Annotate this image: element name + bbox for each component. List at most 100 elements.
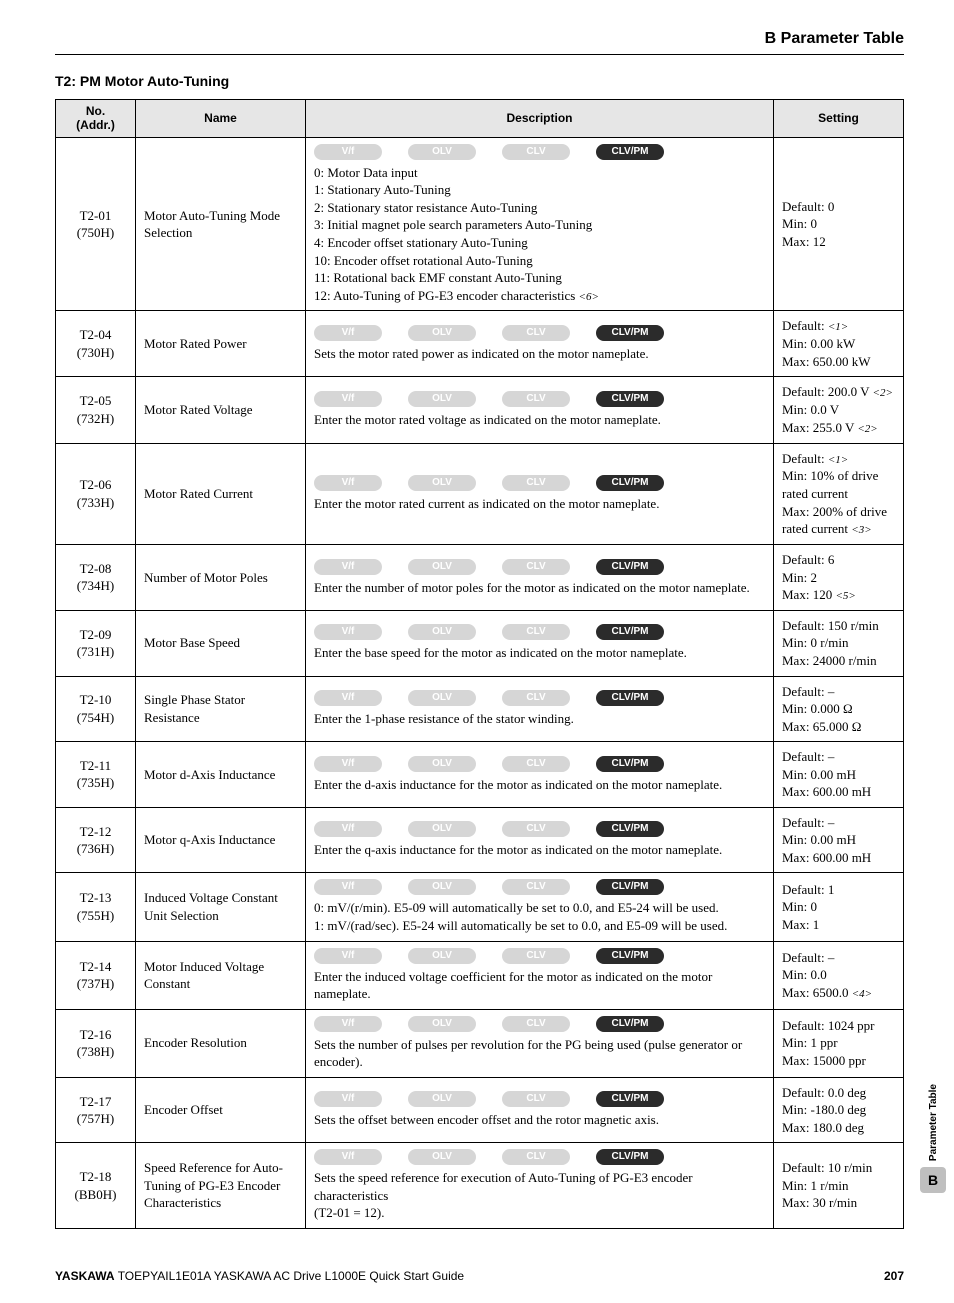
header-title: B Parameter Table (765, 30, 904, 47)
mode-pills: V/fOLVCLVCLV/PM (314, 756, 765, 772)
setting-line: Min: 10% of drive rated current (782, 467, 895, 502)
setting-line: Max: 600.00 mH (782, 849, 895, 867)
mode-pill: V/f (314, 879, 382, 895)
mode-pill: CLV (502, 1149, 570, 1165)
table-row: T2-13(755H)Induced Voltage Constant Unit… (56, 873, 904, 941)
cell-setting: Default: –Min: 0.00 mHMax: 600.00 mH (774, 807, 904, 873)
desc-line: 10: Encoder offset rotational Auto-Tunin… (314, 252, 765, 270)
cell-description: V/fOLVCLVCLV/PMEnter the q-axis inductan… (306, 807, 774, 873)
setting-line: Max: 650.00 kW (782, 353, 895, 371)
desc-line: 11: Rotational back EMF constant Auto-Tu… (314, 269, 765, 287)
cell-no: T2-14(737H) (56, 941, 136, 1009)
desc-line: 0: Motor Data input (314, 164, 765, 182)
cell-setting: Default: 1Min: 0Max: 1 (774, 873, 904, 941)
table-row: T2-01(750H)Motor Auto-Tuning Mode Select… (56, 137, 904, 311)
setting-line: Default: 1024 ppr (782, 1017, 895, 1035)
mode-pill: CLV/PM (596, 475, 664, 491)
parameter-table: No.(Addr.) Name Description Setting T2-0… (55, 99, 904, 1229)
setting-line: Min: 0.00 mH (782, 766, 895, 784)
cell-name: Motor Rated Current (136, 443, 306, 544)
cell-no: T2-16(738H) (56, 1009, 136, 1077)
cell-name: Number of Motor Poles (136, 544, 306, 610)
cell-name: Motor d-Axis Inductance (136, 742, 306, 808)
mode-pill: V/f (314, 1016, 382, 1032)
mode-pill: OLV (408, 559, 476, 575)
mode-pill: OLV (408, 144, 476, 160)
th-setting: Setting (774, 100, 904, 138)
mode-pill: OLV (408, 1016, 476, 1032)
cell-description: V/fOLVCLVCLV/PMEnter the number of motor… (306, 544, 774, 610)
desc-line: Sets the offset between encoder offset a… (314, 1111, 765, 1129)
mode-pill: CLV (502, 1016, 570, 1032)
cell-name: Motor q-Axis Inductance (136, 807, 306, 873)
cell-setting: Default: 150 r/minMin: 0 r/minMax: 24000… (774, 610, 904, 676)
cell-no: T2-13(755H) (56, 873, 136, 941)
cell-no: T2-01(750H) (56, 137, 136, 311)
desc-line: Enter the 1-phase resistance of the stat… (314, 710, 765, 728)
cell-name: Motor Base Speed (136, 610, 306, 676)
side-tab: Parameter Table B (920, 1084, 946, 1193)
cell-description: V/fOLVCLVCLV/PM0: mV/(r/min). E5-09 will… (306, 873, 774, 941)
cell-description: V/fOLVCLVCLV/PMSets the speed reference … (306, 1143, 774, 1229)
cell-name: Induced Voltage Constant Unit Selection (136, 873, 306, 941)
setting-line: Min: 0.0 V (782, 401, 895, 419)
mode-pills: V/fOLVCLVCLV/PM (314, 690, 765, 706)
cell-description: V/fOLVCLVCLV/PM0: Motor Data input1: Sta… (306, 137, 774, 311)
setting-line: Min: 0.0 (782, 966, 895, 984)
desc-line: 12: Auto-Tuning of PG-E3 encoder charact… (314, 287, 765, 305)
setting-line: Min: 0.00 kW (782, 335, 895, 353)
mode-pills: V/fOLVCLVCLV/PM (314, 144, 765, 160)
desc-line: Enter the d-axis inductance for the moto… (314, 776, 765, 794)
desc-line: Enter the base speed for the motor as in… (314, 644, 765, 662)
cell-description: V/fOLVCLVCLV/PMSets the motor rated powe… (306, 311, 774, 377)
mode-pills: V/fOLVCLVCLV/PM (314, 391, 765, 407)
mode-pill: CLV/PM (596, 690, 664, 706)
mode-pill: OLV (408, 948, 476, 964)
setting-line: Min: -180.0 deg (782, 1101, 895, 1119)
setting-line: Max: 255.0 V <2> (782, 419, 895, 437)
desc-line: 4: Encoder offset stationary Auto-Tuning (314, 234, 765, 252)
setting-line: Min: 1 ppr (782, 1034, 895, 1052)
mode-pill: OLV (408, 690, 476, 706)
mode-pills: V/fOLVCLVCLV/PM (314, 879, 765, 895)
mode-pill: V/f (314, 144, 382, 160)
mode-pill: OLV (408, 1149, 476, 1165)
mode-pill: CLV/PM (596, 1016, 664, 1032)
mode-pill: CLV (502, 948, 570, 964)
table-row: T2-17(757H)Encoder OffsetV/fOLVCLVCLV/PM… (56, 1077, 904, 1143)
cell-setting: Default: <1>Min: 10% of drive rated curr… (774, 443, 904, 544)
mode-pill: V/f (314, 1149, 382, 1165)
mode-pills: V/fOLVCLVCLV/PM (314, 624, 765, 640)
mode-pill: CLV (502, 624, 570, 640)
table-row: T2-05(732H)Motor Rated VoltageV/fOLVCLVC… (56, 377, 904, 443)
desc-line: Enter the induced voltage coefficient fo… (314, 968, 765, 1003)
mode-pill: V/f (314, 391, 382, 407)
cell-name: Encoder Offset (136, 1077, 306, 1143)
mode-pill: OLV (408, 475, 476, 491)
cell-setting: Default: 0.0 degMin: -180.0 degMax: 180.… (774, 1077, 904, 1143)
th-name: Name (136, 100, 306, 138)
mode-pill: V/f (314, 475, 382, 491)
mode-pill: OLV (408, 756, 476, 772)
cell-setting: Default: 1024 pprMin: 1 pprMax: 15000 pp… (774, 1009, 904, 1077)
mode-pill: OLV (408, 1091, 476, 1107)
mode-pills: V/fOLVCLVCLV/PM (314, 325, 765, 341)
cell-name: Motor Rated Voltage (136, 377, 306, 443)
section-title: T2: PM Motor Auto-Tuning (55, 73, 904, 89)
desc-line: 1: Stationary Auto-Tuning (314, 181, 765, 199)
footer-doc: TOEPYAIL1E01A YASKAWA AC Drive L1000E Qu… (115, 1269, 465, 1283)
setting-line: Min: 2 (782, 569, 895, 587)
table-row: T2-11(735H)Motor d-Axis InductanceV/fOLV… (56, 742, 904, 808)
mode-pill: V/f (314, 821, 382, 837)
mode-pills: V/fOLVCLVCLV/PM (314, 821, 765, 837)
mode-pill: CLV (502, 391, 570, 407)
setting-line: Max: 12 (782, 233, 895, 251)
cell-description: V/fOLVCLVCLV/PMEnter the induced voltage… (306, 941, 774, 1009)
setting-line: Max: 15000 ppr (782, 1052, 895, 1070)
cell-name: Single Phase Stator Resistance (136, 676, 306, 742)
mode-pill: OLV (408, 325, 476, 341)
cell-setting: Default: –Min: 0.0Max: 6500.0 <4> (774, 941, 904, 1009)
mode-pill: CLV/PM (596, 1149, 664, 1165)
desc-line: 1: mV/(rad/sec). E5-24 will automaticall… (314, 917, 765, 935)
mode-pill: OLV (408, 391, 476, 407)
